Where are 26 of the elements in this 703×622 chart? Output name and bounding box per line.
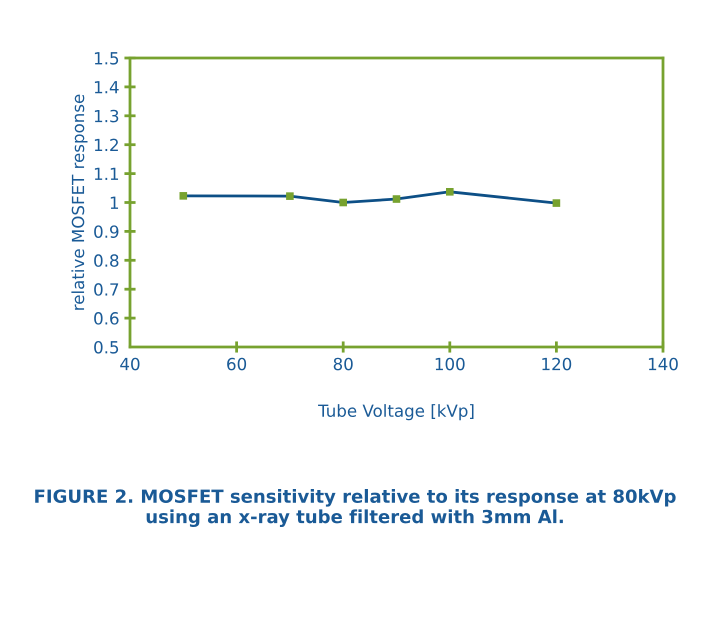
x-tick-label: 140 [648, 358, 678, 370]
point [392, 195, 400, 203]
y-tick-label: 1.2 [94, 138, 118, 152]
y-tick-label: 1.4 [94, 81, 119, 94]
y-tick-label: 1.3 [94, 110, 118, 122]
x-tick-label: 100 [436, 358, 465, 370]
x-axis-title: Tube Voltage [kVp] [318, 404, 474, 420]
y-tick-label: 0.8 [94, 254, 118, 267]
x-tick-label: 60 [227, 358, 246, 370]
y-tick-label: 0.7 [94, 283, 118, 296]
y-tick-label: 0.6 [94, 312, 119, 325]
y-tick-label: 1 [110, 196, 118, 209]
point [552, 199, 560, 207]
x-tick-label: 40 [120, 358, 140, 370]
caption: FIGURE 2. MOSFET sensitivity relative to its response at 80kVp using an x-ray tube filtered with 3mm Al. [35, 489, 676, 527]
x-tick-label: 80 [334, 358, 353, 370]
y-tick-label: 0.5 [94, 340, 118, 354]
y-tick-label: 0.9 [94, 225, 118, 238]
point [179, 192, 188, 200]
y-tick-label: 1.1 [94, 168, 118, 180]
y-axis-title: relative MOSFET response [71, 94, 88, 310]
point [446, 188, 454, 196]
x-tick-label: 120 [542, 358, 572, 370]
y-tick-label: 1.5 [94, 52, 118, 65]
point [286, 192, 294, 200]
point [339, 198, 348, 206]
